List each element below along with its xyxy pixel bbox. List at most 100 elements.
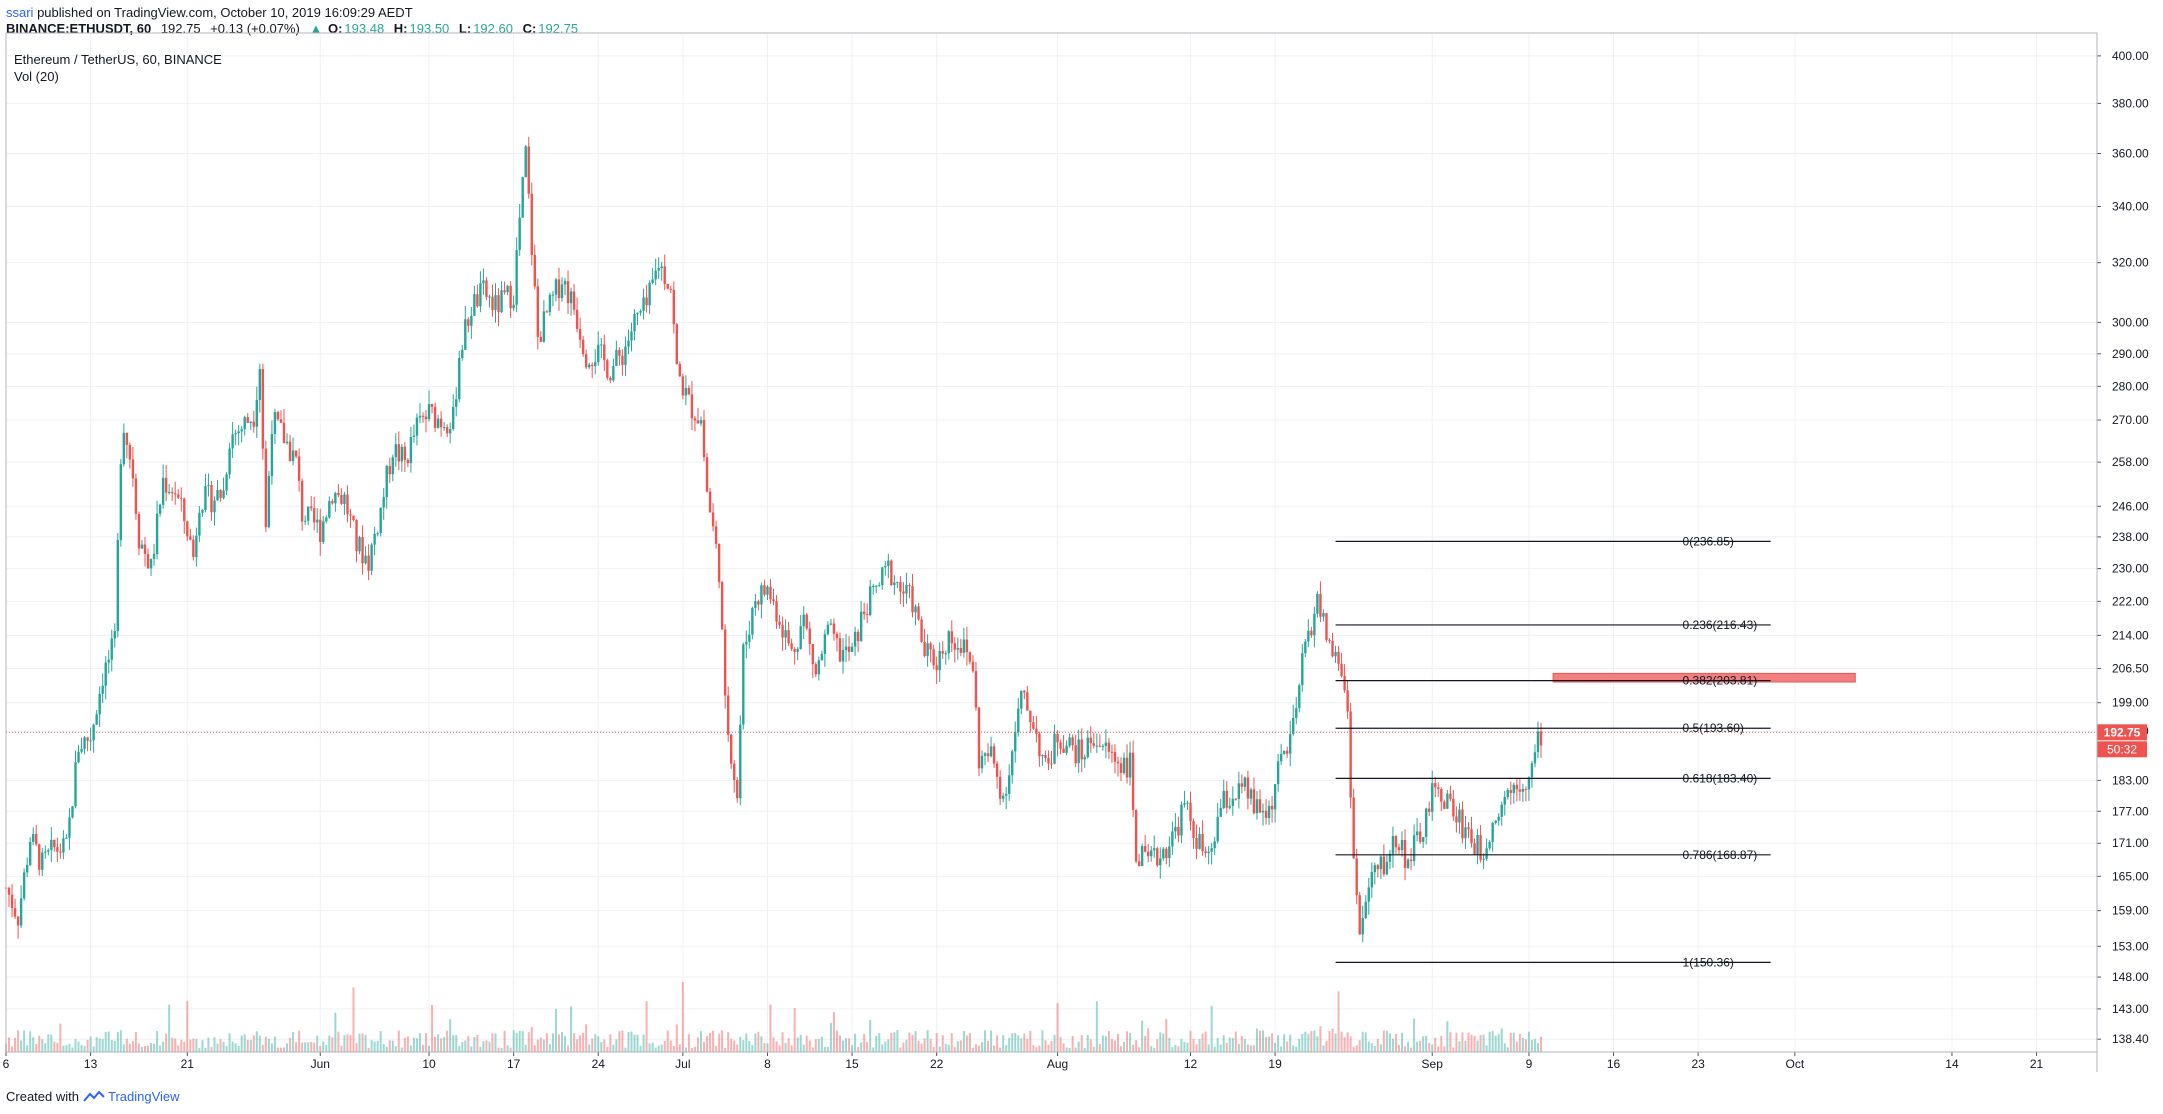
candle-body (455, 399, 458, 407)
candle-body (974, 671, 978, 708)
candle-body (439, 418, 443, 428)
volume-bar (1286, 1041, 1289, 1052)
volume-bar (887, 1039, 890, 1052)
volume-bar (1322, 1045, 1325, 1052)
candle-body (569, 291, 573, 304)
candle-body (343, 494, 346, 504)
candle-body (1313, 613, 1316, 636)
volume-bar (83, 1046, 86, 1052)
volume-bar (657, 1045, 660, 1052)
volume-bar (829, 1022, 832, 1052)
volume-bar (1095, 1001, 1098, 1052)
volume-bar (1328, 1030, 1331, 1052)
candle-body (1273, 784, 1277, 810)
candle-body (648, 282, 651, 306)
volume-bar (974, 1044, 977, 1052)
volume-bar (784, 1043, 787, 1052)
volume-bar (1101, 1035, 1104, 1052)
candle-body (597, 344, 600, 363)
candle-body (711, 512, 715, 527)
candle-body (1358, 895, 1361, 935)
volume-bar (86, 1039, 89, 1052)
candle-body (1533, 752, 1537, 764)
volume-bar (71, 1047, 74, 1052)
candle-body (294, 450, 298, 457)
volume-bar (137, 1043, 140, 1052)
candle-body (1231, 798, 1235, 806)
candle-body (757, 601, 760, 605)
candle-body (25, 864, 29, 873)
volume-bar (693, 1046, 696, 1052)
candle-body (264, 448, 268, 528)
volume-bar (917, 1040, 920, 1052)
volume-bar (198, 1047, 201, 1052)
candle-body (911, 586, 914, 613)
volume-bar (1358, 1040, 1361, 1052)
candle-body (515, 249, 518, 305)
volume-bar (920, 1043, 923, 1052)
volume-bar (953, 1047, 956, 1052)
volume-bar (249, 1040, 252, 1052)
volume-bar (116, 1032, 119, 1052)
price-tick-label: 258.00 (2112, 455, 2149, 469)
candle-body (739, 724, 742, 799)
tradingview-link[interactable]: TradingView (83, 1089, 180, 1104)
candle-body (110, 638, 113, 660)
volume-bar (944, 1043, 947, 1052)
volume-bar (434, 1036, 437, 1052)
volume-bar (1144, 1036, 1147, 1052)
time-tick-label: 22 (930, 1057, 944, 1071)
author-link[interactable]: ssari (6, 5, 34, 20)
candle-body (1201, 834, 1204, 852)
volume-bar (1319, 1026, 1322, 1052)
candle-body (1515, 784, 1519, 790)
candle-body (476, 294, 479, 307)
candle-body (1443, 801, 1446, 809)
volume-bar (993, 1045, 996, 1052)
volume-bar (690, 1047, 693, 1052)
volume-bar (869, 1019, 872, 1052)
volume-bar (536, 1039, 539, 1052)
candle-body (530, 193, 533, 255)
volume-bar (1515, 1041, 1518, 1052)
candle-body (968, 652, 972, 662)
price-tick-label: 143.00 (2112, 1002, 2149, 1016)
time-tick-label: 16 (1607, 1057, 1621, 1071)
volume-bar (863, 1033, 866, 1052)
volume-bar (488, 1041, 491, 1052)
candle-body (726, 695, 730, 735)
volume-bar (914, 1031, 917, 1052)
candle-body (291, 450, 295, 462)
candle-body (222, 490, 225, 499)
fib-level-label: 0.5(193.60) (1683, 721, 1744, 735)
volume-bar (1005, 1045, 1008, 1052)
high-value: 193.50 (409, 21, 450, 36)
volume-bar (1394, 1033, 1397, 1052)
candle-body (1125, 757, 1129, 778)
candle-body (255, 399, 258, 427)
candle-body (252, 421, 255, 427)
volume-bar (899, 1047, 902, 1052)
candle-body (288, 441, 292, 462)
volume-bar (681, 981, 684, 1052)
volume-bar (678, 1044, 681, 1052)
candle-body (86, 737, 89, 741)
candle-body (497, 295, 500, 313)
candle-body (322, 521, 325, 542)
volume-bar (793, 1008, 796, 1052)
volume-bar (1262, 1030, 1265, 1052)
candle-body (1289, 734, 1292, 754)
volume-bar (1446, 1021, 1449, 1052)
candle-body (1476, 834, 1479, 855)
volume-bar (548, 1044, 551, 1052)
candle-body (584, 354, 588, 368)
volume-bar (987, 1041, 990, 1052)
volume-indicator-label[interactable]: Vol (20) (14, 69, 59, 84)
volume-bar (1473, 1035, 1476, 1052)
volume-bar (379, 1030, 382, 1052)
candle-body (1237, 783, 1241, 799)
volume-bar (639, 1045, 642, 1052)
volume-bar (467, 1036, 470, 1052)
candle-body (536, 286, 540, 337)
